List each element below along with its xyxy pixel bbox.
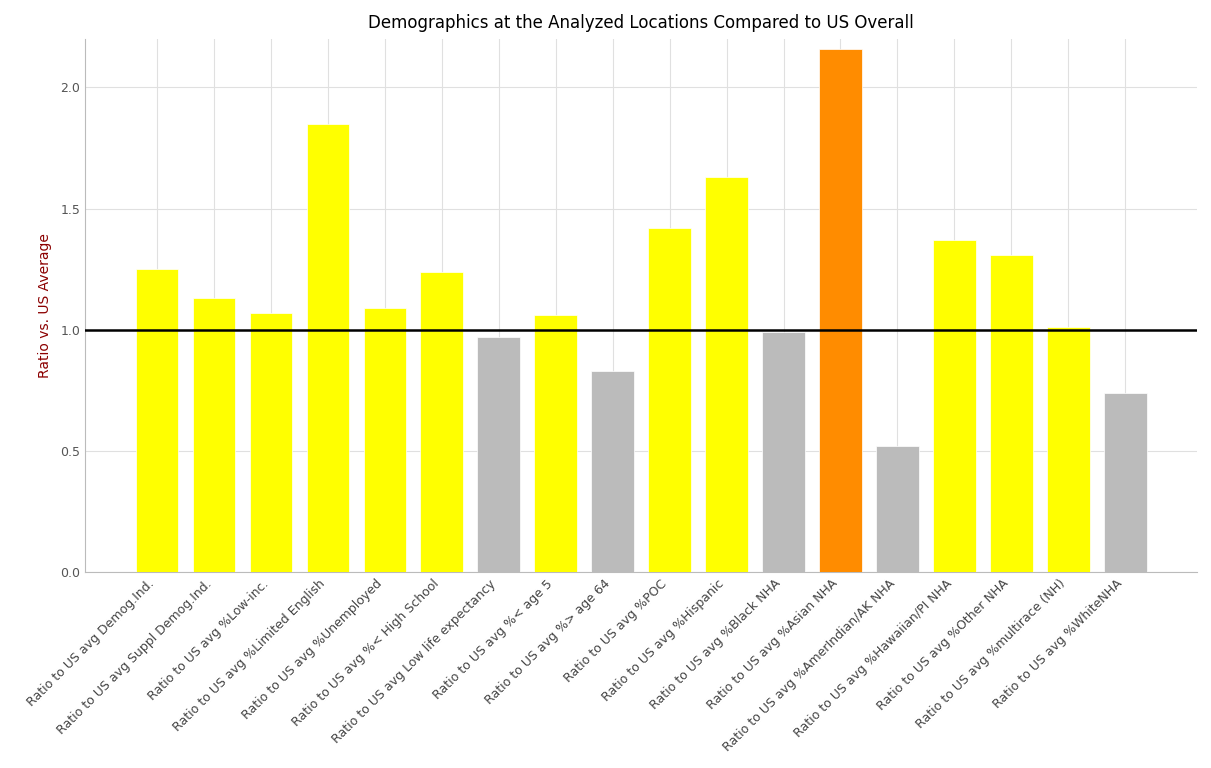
Bar	[1104, 393, 1147, 572]
Bar	[932, 240, 976, 572]
Bar	[1046, 327, 1090, 572]
Bar	[306, 124, 349, 572]
Bar	[420, 272, 463, 572]
Bar	[989, 255, 1033, 572]
Bar	[819, 48, 862, 572]
Bar	[193, 299, 235, 572]
Bar	[876, 446, 919, 572]
Y-axis label: Ratio vs. US Average: Ratio vs. US Average	[38, 233, 52, 378]
Bar	[762, 333, 805, 572]
Bar	[648, 228, 691, 572]
Bar	[136, 270, 178, 572]
Bar	[249, 313, 292, 572]
Bar	[591, 371, 635, 572]
Bar	[705, 177, 748, 572]
Bar	[363, 308, 406, 572]
Bar	[477, 337, 520, 572]
Title: Demographics at the Analyzed Locations Compared to US Overall: Demographics at the Analyzed Locations C…	[368, 14, 914, 32]
Bar	[534, 316, 578, 572]
